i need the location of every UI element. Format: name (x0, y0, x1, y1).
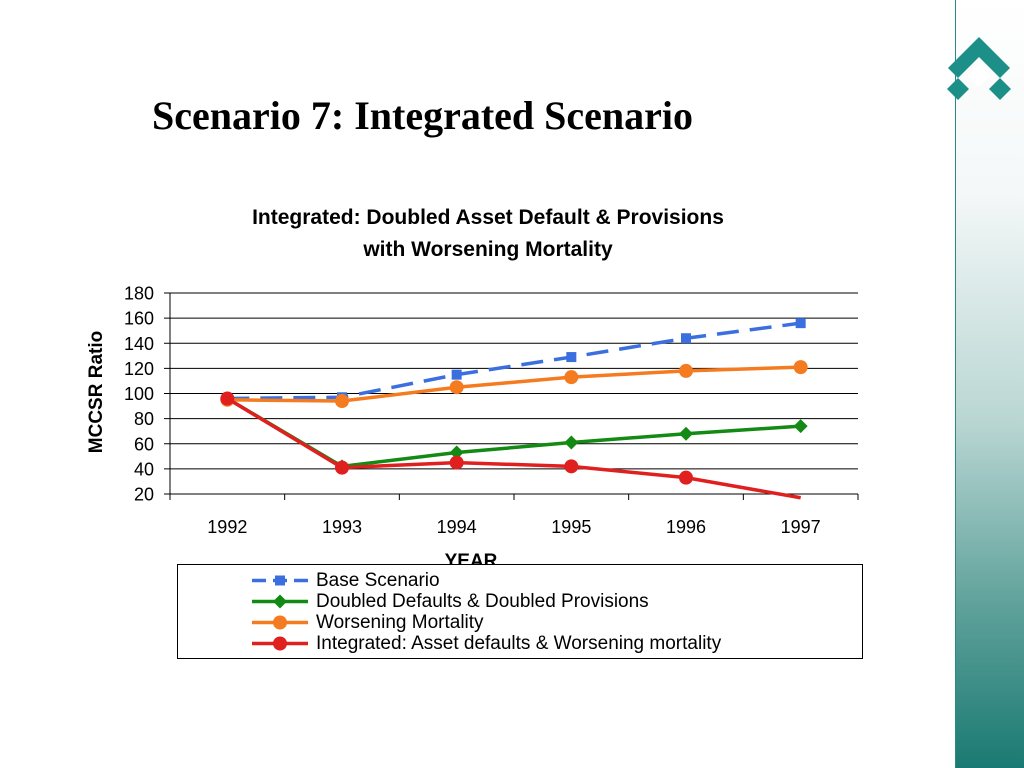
legend-label-doubled: Doubled Defaults & Doubled Provisions (316, 590, 649, 612)
x-tick-label: 1996 (666, 517, 706, 537)
legend-item-integrated: Integrated: Asset defaults & Worsening m… (250, 633, 721, 654)
y-tick-label: 120 (124, 359, 154, 379)
series-layer (220, 318, 808, 500)
y-tick-label: 80 (134, 409, 154, 429)
legend-swatch-base (252, 575, 308, 586)
series-doubled-defaults (220, 391, 808, 474)
series-line-base-scenario (227, 321, 801, 401)
legend: Base Scenario Doubled Defaults & Doubled… (177, 564, 863, 659)
series-integrated (220, 391, 801, 500)
chart-title: Integrated: Doubled Asset Default & Prov… (178, 202, 798, 266)
legend-item-doubled: Doubled Defaults & Doubled Provisions (250, 591, 649, 612)
slide-title: Scenario 7: Integrated Scenario (152, 93, 694, 138)
y-tick-label: 100 (124, 384, 154, 404)
integrated-point (335, 460, 349, 475)
base-scenario-point (451, 369, 462, 380)
y-tick-label: 160 (124, 309, 154, 329)
integrated-point (564, 459, 579, 474)
series-line-integrated (226, 397, 801, 500)
legend-label-integrated: Integrated: Asset defaults & Worsening m… (316, 632, 722, 654)
y-tick-label: 40 (134, 459, 154, 479)
legend-item-base: Base Scenario (250, 570, 440, 591)
y-axis-label: MCCSR Ratio (86, 331, 107, 453)
doubled-defaults-point (449, 445, 464, 460)
y-tick-label: 140 (124, 334, 154, 354)
series-base-scenario (222, 318, 806, 404)
integrated-point (679, 470, 693, 485)
side-band (955, 0, 1024, 768)
x-tick-label: 1997 (781, 517, 821, 537)
doubled-defaults-point (793, 419, 808, 434)
worsening-mortality-point (449, 380, 464, 395)
legend-marker-point (273, 615, 287, 630)
worsening-mortality-point (335, 394, 349, 409)
legend-label-worsening: Worsening Mortality (316, 611, 484, 633)
legend-swatch-worsening (252, 615, 308, 630)
x-tick-label: 1993 (322, 517, 362, 537)
legend-marker-point (275, 575, 285, 586)
legend-marker-point (273, 594, 287, 609)
integrated-point (449, 455, 464, 470)
teal-diamond-logo-icon (947, 37, 1011, 100)
y-tick-label: 180 (124, 284, 154, 304)
base-scenario-point (681, 333, 691, 344)
chart-title-line-1: Integrated: Doubled Asset Default & Prov… (252, 206, 724, 229)
doubled-defaults-point (679, 426, 693, 441)
x-tick-label: 1994 (437, 517, 477, 537)
x-tick-label: 1992 (207, 517, 247, 537)
worsening-mortality-point (793, 360, 808, 375)
series-line-doubled-defaults (226, 397, 801, 469)
series-worsening-mortality (220, 360, 808, 409)
legend-swatch-doubled (252, 594, 308, 609)
series-line-worsening-mortality (227, 365, 801, 403)
y-tick-label: 60 (134, 434, 154, 454)
y-axis-ticks: 20 40 60 80 100 120 140 160 180 (124, 284, 170, 505)
worsening-mortality-point (679, 363, 693, 378)
y-tick-label: 20 (134, 485, 154, 505)
x-axis-ticks: 1992 1993 1994 1995 1996 1997 (169, 494, 859, 537)
worsening-mortality-point (564, 370, 579, 385)
x-tick-label: 1995 (551, 517, 591, 537)
chart-title-line-2: with Worsening Mortality (363, 238, 613, 261)
base-scenario-point (795, 318, 806, 329)
legend-item-worsening: Worsening Mortality (250, 612, 484, 633)
legend-label-base: Base Scenario (316, 569, 440, 591)
doubled-defaults-point (564, 435, 579, 450)
base-scenario-point (566, 352, 577, 363)
integrated-point (220, 391, 235, 406)
legend-marker-point (273, 636, 287, 651)
legend-swatch-integrated (252, 636, 308, 651)
